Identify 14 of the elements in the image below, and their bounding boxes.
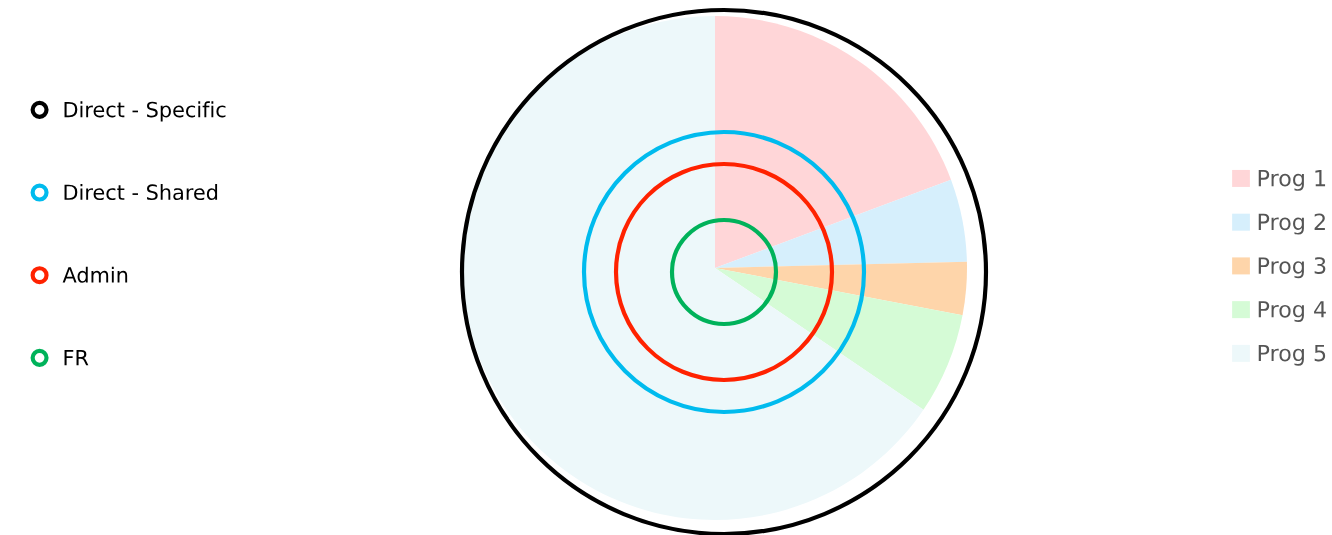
legend-label: Prog 3: [1258, 257, 1326, 279]
pie-slice: [715, 268, 963, 410]
legend-label: Direct - Specific: [64, 101, 226, 122]
legend-label: Prog 5: [1258, 344, 1326, 366]
pie-slice: [463, 16, 924, 520]
pie-slice: [715, 261, 967, 316]
legend-label: FR: [64, 349, 89, 366]
pie-slice: [715, 179, 967, 268]
pie-slice: [715, 16, 952, 268]
legend-label: Prog 1: [1258, 169, 1326, 191]
legend-label: Direct - Shared: [64, 183, 218, 201]
legend-label: Admin: [62, 266, 128, 283]
legend-label: Prog 2: [1258, 213, 1325, 235]
legend-label: Prog 4: [1258, 301, 1326, 322]
